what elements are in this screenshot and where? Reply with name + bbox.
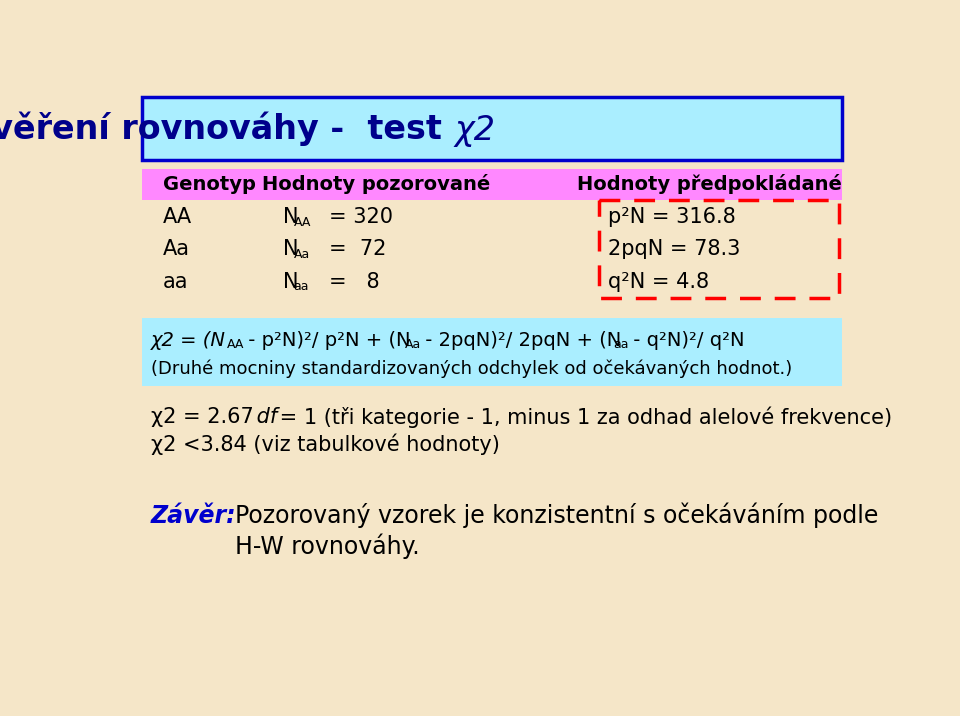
Text: N: N — [283, 207, 299, 227]
Text: aa: aa — [294, 281, 309, 294]
Text: Pozorovaný vzorek je konzistentní s očekáváním podle: Pozorovaný vzorek je konzistentní s oček… — [234, 503, 878, 528]
Text: - q²N)²/ q²N: - q²N)²/ q²N — [627, 331, 744, 349]
Text: = 1 (tři kategorie - 1, minus 1 za odhad alelové frekvence): = 1 (tři kategorie - 1, minus 1 za odhad… — [273, 406, 892, 427]
Text: AA: AA — [162, 207, 192, 227]
Text: χ2: χ2 — [455, 114, 495, 147]
Text: - p²N)²/ p²N + (N: - p²N)²/ p²N + (N — [243, 331, 411, 349]
Text: Závěr:: Závěr: — [151, 503, 236, 528]
Text: Aa: Aa — [294, 248, 310, 261]
Text: Genotyp: Genotyp — [162, 175, 255, 194]
Text: - 2pqN)²/ 2pqN + (N: - 2pqN)²/ 2pqN + (N — [420, 331, 621, 349]
Bar — [142, 169, 842, 200]
Text: χ2 <3.84 (viz tabulkové hodnoty): χ2 <3.84 (viz tabulkové hodnoty) — [151, 434, 500, 455]
Text: χ2 = (N: χ2 = (N — [151, 331, 226, 349]
Text: (Druhé mocniny standardizovaných odchylek od očekávaných hodnot.): (Druhé mocniny standardizovaných odchyle… — [151, 359, 792, 378]
Text: N: N — [283, 271, 299, 291]
Text: =   8: = 8 — [329, 271, 380, 291]
Text: = 320: = 320 — [329, 207, 394, 227]
Text: Aa: Aa — [405, 338, 421, 351]
Text: aa: aa — [162, 271, 188, 291]
Text: H-W rovnováhy.: H-W rovnováhy. — [234, 533, 420, 559]
Text: p²N = 316.8: p²N = 316.8 — [609, 207, 736, 227]
Text: 2pqN = 78.3: 2pqN = 78.3 — [609, 239, 740, 259]
Bar — [142, 319, 842, 386]
Text: Hodnoty předpokládané: Hodnoty předpokládané — [577, 175, 841, 195]
Text: =  72: = 72 — [329, 239, 387, 259]
Text: N: N — [283, 239, 299, 259]
Text: AA: AA — [227, 338, 245, 351]
Text: df: df — [251, 407, 277, 427]
Text: q²N = 4.8: q²N = 4.8 — [609, 271, 709, 291]
Text: Ověření rovnováhy -  test: Ověření rovnováhy - test — [0, 112, 453, 146]
Text: AA: AA — [294, 216, 311, 228]
FancyBboxPatch shape — [142, 97, 842, 160]
Bar — [599, 200, 839, 299]
Text: aa: aa — [612, 338, 629, 351]
Text: Aa: Aa — [162, 239, 190, 259]
Text: χ2 = 2.67: χ2 = 2.67 — [151, 407, 253, 427]
Text: Hodnoty pozorované: Hodnoty pozorované — [262, 175, 490, 195]
